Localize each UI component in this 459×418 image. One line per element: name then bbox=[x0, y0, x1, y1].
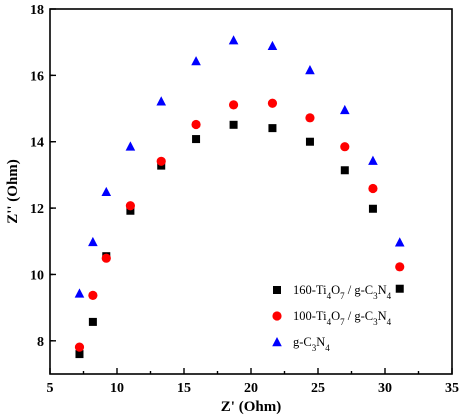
data-point bbox=[126, 206, 135, 215]
legend-label: g-C3N4 bbox=[293, 335, 330, 353]
data-point bbox=[395, 284, 404, 293]
data-point bbox=[368, 183, 378, 194]
axes: 5 10 15 20 25 30 35 8 10 12 14 16 18 Z' (Ohm) Z'' (Ohm… bbox=[5, 3, 459, 415]
data-point bbox=[88, 290, 98, 300]
data-point bbox=[229, 120, 238, 129]
y-tick-label: 14 bbox=[30, 136, 44, 151]
data-point bbox=[394, 237, 405, 247]
data-point bbox=[191, 56, 201, 66]
series-2 bbox=[74, 98, 405, 352]
x-tick-label: 30 bbox=[378, 381, 392, 396]
data-point bbox=[156, 156, 166, 166]
y-tick-label: 16 bbox=[30, 69, 44, 84]
data-point bbox=[305, 65, 315, 75]
data-point bbox=[368, 204, 377, 213]
data-point bbox=[340, 104, 350, 115]
data-point bbox=[305, 137, 314, 146]
legend-entry: 100-Ti4O7 / g-C3N4 bbox=[272, 309, 392, 327]
data-point bbox=[268, 124, 277, 133]
x-axis-label: Z' (Ohm) bbox=[221, 399, 281, 415]
data-point bbox=[267, 40, 278, 51]
x-tick-label: 35 bbox=[445, 381, 459, 396]
data-point bbox=[191, 119, 201, 130]
data-point bbox=[192, 135, 201, 144]
data-point bbox=[368, 155, 378, 165]
x-tick-label: 25 bbox=[311, 381, 325, 396]
x-tick-label: 15 bbox=[177, 381, 191, 396]
legend-label: 100-Ti4O7 / g-C3N4 bbox=[293, 309, 392, 327]
legend-entry: g-C3N4 bbox=[272, 335, 330, 353]
legend-entry: 160-Ti4O7 / g-C3N4 bbox=[273, 283, 392, 301]
data-point bbox=[88, 236, 98, 247]
x-tick-label: 5 bbox=[47, 381, 54, 396]
legend: 160-Ti4O7 / g-C3N4 100-Ti4O7 / g-C3N4 g-C3… bbox=[272, 283, 392, 353]
y-tick-label: 10 bbox=[30, 268, 44, 283]
data-point bbox=[74, 342, 85, 352]
data-point bbox=[340, 142, 350, 152]
series-3 bbox=[74, 35, 405, 298]
legend-marker bbox=[272, 337, 282, 347]
data-point bbox=[75, 350, 84, 359]
y-tick-label: 8 bbox=[37, 335, 44, 350]
legend-marker bbox=[273, 286, 281, 294]
plot-frame bbox=[49, 8, 453, 375]
data-point bbox=[340, 166, 349, 175]
data-point bbox=[125, 201, 135, 211]
data-point bbox=[228, 35, 239, 45]
data-point bbox=[101, 186, 112, 197]
data-point bbox=[228, 100, 239, 110]
legend-marker bbox=[272, 311, 282, 321]
y-tick-label: 18 bbox=[30, 3, 44, 18]
data-point bbox=[101, 253, 111, 263]
data-point bbox=[156, 96, 167, 106]
data-point bbox=[267, 98, 278, 108]
x-tick-label: 20 bbox=[244, 381, 258, 396]
data-point bbox=[74, 288, 85, 298]
y-tick-label: 12 bbox=[30, 202, 44, 217]
data-point bbox=[305, 113, 315, 123]
plot-area bbox=[74, 35, 405, 359]
legend-label: 160-Ti4O7 / g-C3N4 bbox=[293, 283, 392, 301]
data-point bbox=[395, 262, 405, 272]
y-axis-label: Z'' (Ohm) bbox=[5, 159, 21, 224]
x-tick-label: 10 bbox=[110, 381, 124, 396]
data-point bbox=[125, 141, 136, 151]
data-point bbox=[88, 317, 97, 326]
